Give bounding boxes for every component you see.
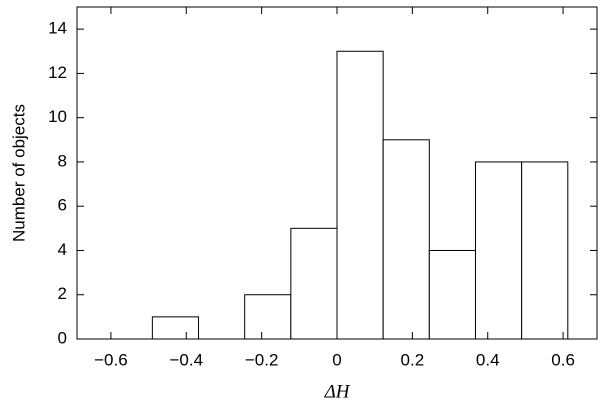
y-tick-label: 14 (48, 19, 67, 38)
y-tick-label: 8 (58, 151, 67, 170)
x-tick-label: 0.2 (401, 350, 425, 369)
y-tick-label: 0 (58, 328, 67, 347)
x-tick-label: 0.4 (476, 350, 500, 369)
x-tick-label: −0.4 (169, 350, 203, 369)
bar (428, 249, 476, 340)
bar (382, 139, 430, 340)
y-tick-label: 4 (58, 240, 67, 259)
bar (474, 161, 523, 340)
bar (336, 50, 384, 340)
bar (244, 294, 292, 340)
bar (521, 161, 569, 340)
y-tick-label: 10 (48, 107, 67, 126)
bar (151, 316, 200, 340)
y-tick-label: 12 (48, 63, 67, 82)
x-tick-label: −0.2 (245, 350, 279, 369)
y-tick-label: 6 (58, 196, 67, 215)
x-axis-label: ΔH (324, 381, 351, 402)
plot-frame (76, 6, 598, 340)
bar (290, 227, 338, 340)
x-tick-label: −0.6 (94, 350, 128, 369)
x-tick-label: 0 (332, 350, 341, 369)
y-axis-label: Number of objects (9, 104, 28, 242)
x-tick-label: 0.6 (551, 350, 575, 369)
y-tick-label: 2 (58, 284, 67, 303)
